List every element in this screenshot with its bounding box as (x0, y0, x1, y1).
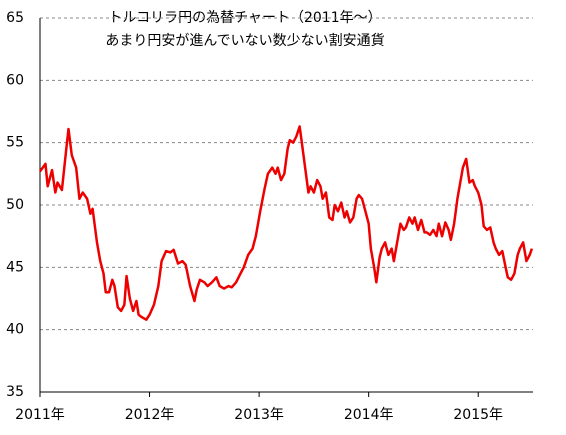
x-tick-label: 2014年 (344, 407, 394, 423)
y-tick-label: 65 (6, 10, 24, 26)
x-tick-label: 2015年 (453, 407, 503, 423)
y-tick-label: 50 (6, 197, 24, 213)
series-line (38, 125, 534, 321)
y-tick-label: 55 (6, 135, 24, 151)
x-tick-label: 2011年 (15, 407, 65, 423)
x-tick-label: 2012年 (125, 407, 175, 423)
y-tick-label: 40 (6, 322, 24, 338)
chart-subtitle: あまり円安が進んでいない数少ない割安通貨 (105, 32, 384, 49)
y-tick-label: 60 (6, 72, 24, 88)
y-tick-label: 35 (6, 384, 24, 400)
y-tick-label: 45 (6, 259, 24, 275)
x-tick-label: 2013年 (234, 407, 284, 423)
